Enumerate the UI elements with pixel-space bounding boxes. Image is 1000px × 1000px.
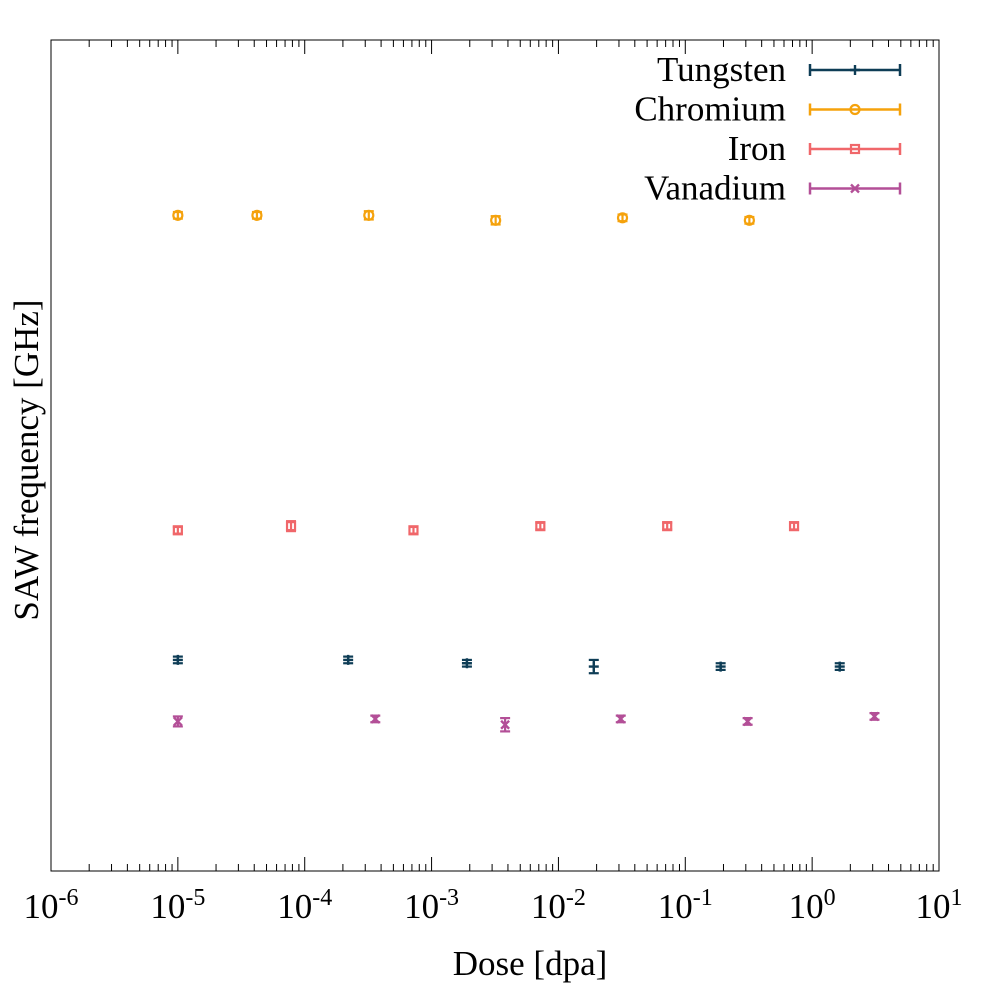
marker-square	[849, 143, 861, 155]
marker-cross	[742, 716, 753, 727]
data-point	[834, 661, 845, 672]
x-tick-label-exponent: 1	[951, 885, 963, 911]
marker-circle	[616, 212, 629, 224]
marker-cross	[370, 714, 381, 724]
plot-frame	[50, 39, 940, 872]
axis-ticks	[88, 40, 934, 871]
marker-cross	[869, 711, 880, 722]
data-point	[535, 521, 546, 532]
data-point	[363, 209, 375, 221]
x-tick-label-exponent: -5	[185, 885, 205, 911]
data-point	[743, 214, 755, 226]
data-point	[788, 521, 800, 532]
data-point	[500, 716, 511, 733]
x-tick-label-exponent: -2	[566, 885, 586, 911]
x-tick-label-base: 10	[404, 887, 439, 926]
legend-label: Iron	[728, 129, 786, 168]
x-tick-label-exponent: -3	[439, 885, 459, 911]
x-tick-label: 100	[789, 885, 836, 926]
data-point	[408, 525, 419, 536]
marker-cross	[615, 714, 626, 724]
data-point	[343, 654, 354, 665]
marker-square	[788, 521, 800, 532]
marker-cross	[173, 716, 183, 727]
marker-plus	[461, 658, 472, 669]
marker-circle	[743, 214, 755, 226]
data-point	[490, 214, 502, 226]
x-tick-label: 101	[916, 885, 963, 926]
data-point	[285, 520, 297, 533]
marker-circle	[172, 209, 184, 221]
data-point	[370, 714, 381, 724]
marker-plus	[588, 661, 599, 672]
data-point	[461, 658, 472, 669]
data-point	[869, 711, 880, 722]
legend-item-vanadium: Vanadium	[644, 169, 902, 208]
marker-circle	[849, 103, 861, 116]
x-tick-label-base: 10	[658, 887, 693, 926]
x-tick-label-base: 10	[277, 887, 312, 926]
legend-item-chromium: Chromium	[634, 90, 902, 129]
x-tick-label-base: 10	[916, 887, 951, 926]
legend-item-tungsten: Tungsten	[657, 50, 902, 89]
y-axis-title: SAW frequency [GHz]	[7, 299, 46, 620]
legend-label: Chromium	[634, 90, 786, 129]
marker-plus	[715, 661, 726, 672]
marker-plus	[172, 654, 183, 665]
data-point	[172, 715, 183, 728]
marker-plus	[850, 65, 860, 75]
x-tick-label: 10-3	[404, 885, 459, 926]
data-point	[172, 209, 184, 221]
marker-square	[662, 521, 673, 532]
series-iron	[172, 520, 800, 536]
legend-label: Tungsten	[657, 50, 786, 89]
marker-cross	[500, 719, 510, 730]
x-tick-label: 10-5	[150, 885, 205, 926]
x-tick-label: 10-2	[531, 885, 586, 926]
data-point	[172, 654, 183, 665]
data-point	[742, 716, 753, 727]
marker-square	[172, 525, 183, 536]
data-point	[715, 661, 726, 672]
marker-square	[535, 521, 546, 532]
series-vanadium	[172, 711, 880, 733]
marker-cross	[850, 183, 860, 194]
x-tick-label-exponent: -6	[59, 885, 79, 911]
marker-circle	[251, 209, 263, 221]
marker-plus	[834, 661, 845, 672]
x-tick-label-base: 10	[789, 887, 824, 926]
data-point	[251, 209, 263, 221]
x-tick-label-base: 10	[150, 887, 185, 926]
data-points	[172, 209, 880, 733]
x-tick-label-exponent: -1	[693, 885, 713, 911]
x-tick-label-exponent: -4	[312, 885, 332, 911]
marker-square	[285, 521, 297, 532]
x-tick-label-exponent: 0	[824, 885, 836, 911]
x-tick-label: 10-1	[658, 885, 713, 926]
x-tick-label: 10-4	[277, 885, 332, 926]
x-tick-labels: 10-6 10-5 10-4 10-3 10-2 10-1 100 101	[24, 885, 963, 926]
marker-square	[408, 525, 419, 536]
x-axis-title: Dose [dpa]	[453, 944, 608, 983]
legend-item-iron: Iron	[728, 129, 902, 168]
data-point	[616, 212, 629, 224]
data-point	[662, 521, 673, 532]
data-point	[588, 658, 599, 675]
series-chromium	[172, 209, 755, 226]
x-tick-label-base: 10	[24, 887, 59, 926]
data-point	[615, 714, 626, 724]
series-tungsten	[172, 654, 845, 675]
legend-label: Vanadium	[644, 169, 786, 208]
data-point	[172, 525, 183, 536]
x-tick-label: 10-6	[24, 885, 79, 926]
marker-circle	[490, 214, 502, 226]
marker-plus	[343, 654, 354, 665]
marker-circle	[363, 209, 375, 221]
x-tick-label-base: 10	[531, 887, 566, 926]
